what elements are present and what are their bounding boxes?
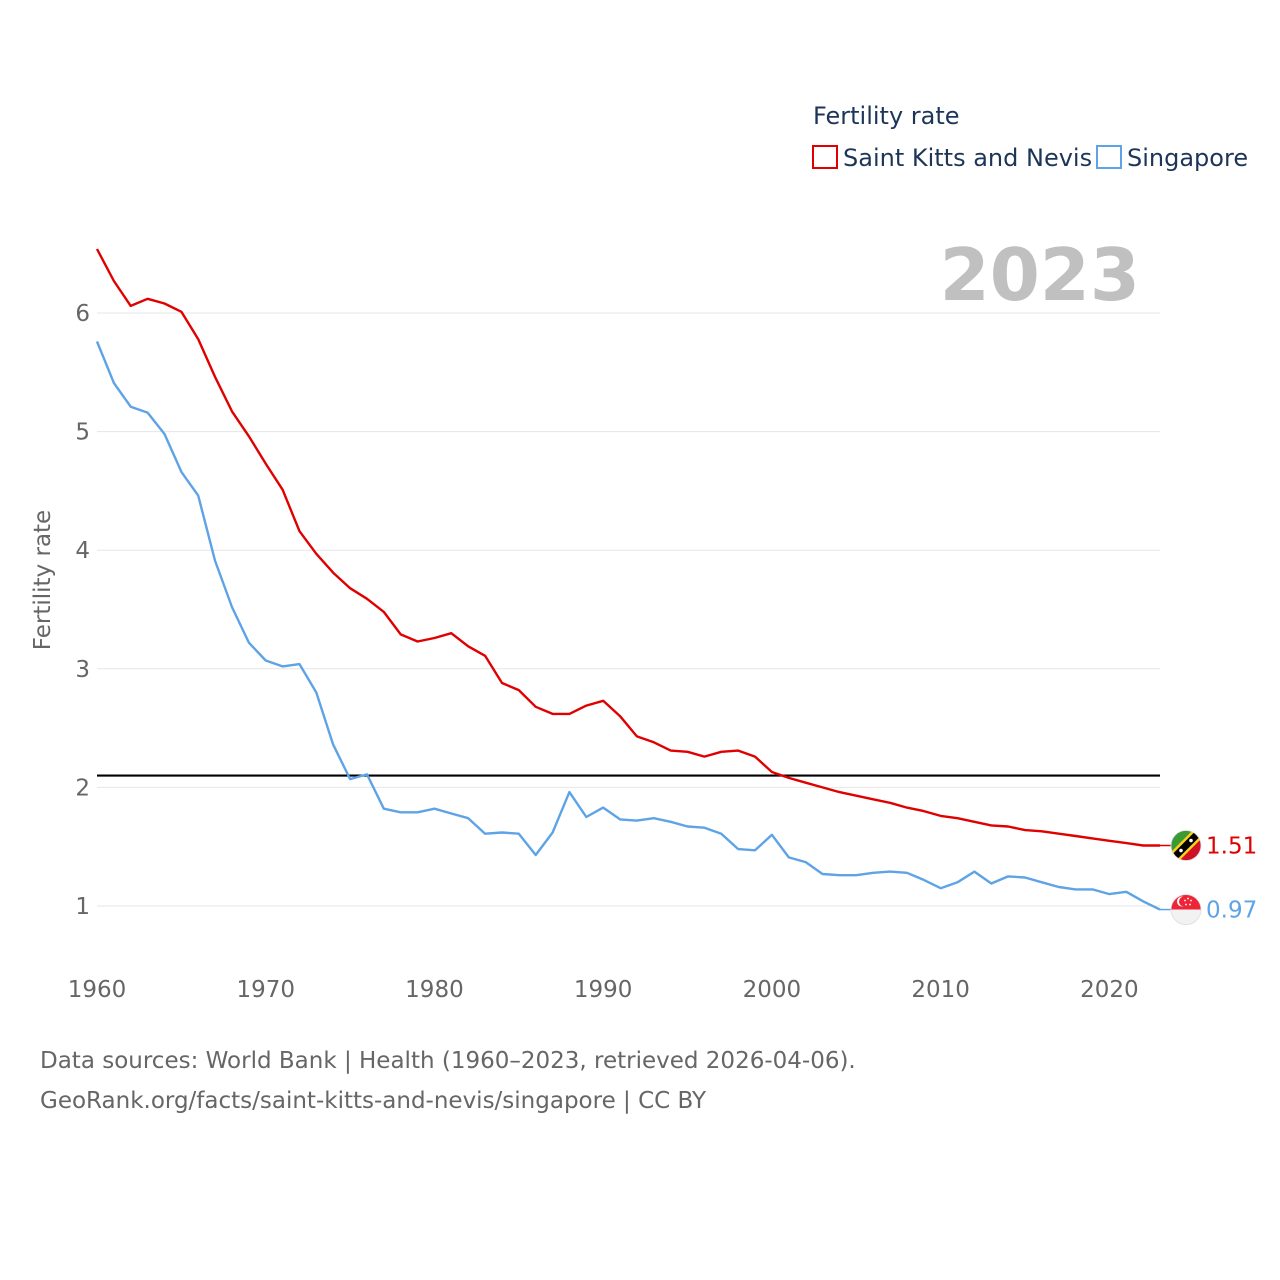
legend-swatch-saint-kitts-and-nevis <box>812 145 838 169</box>
end-label-saint-kitts-and-nevis: 1.51 <box>1206 834 1257 860</box>
legend: Fertility rate Saint Kitts and Nevis Sin… <box>812 102 1248 172</box>
x-tick-label-1970: 1970 <box>236 977 295 1003</box>
series-line-saint-kitts-and-nevis <box>95 248 1160 847</box>
y-tick-label-1: 1 <box>75 894 90 920</box>
y-axis: 1 2 3 4 5 6 <box>75 301 90 920</box>
x-tick-label-2020: 2020 <box>1080 977 1139 1003</box>
year-label: 2023 <box>940 233 1140 317</box>
x-tick-label-1990: 1990 <box>574 977 633 1003</box>
y-axis-title: Fertility rate <box>30 510 56 650</box>
y-tick-label-6: 6 <box>75 301 90 327</box>
end-labels: 1.51 0.97 <box>1160 830 1257 925</box>
series-lines <box>95 248 1161 911</box>
series-line-singapore <box>95 341 1161 911</box>
legend-label-singapore: Singapore <box>1127 144 1248 172</box>
singapore-flag-icon <box>1170 894 1202 925</box>
end-label-singapore: 0.97 <box>1206 898 1257 924</box>
saint-kitts-and-nevis-flag-icon <box>1170 830 1202 861</box>
y-tick-label-3: 3 <box>75 657 90 683</box>
legend-label-saint-kitts-and-nevis: Saint Kitts and Nevis <box>843 144 1092 172</box>
y-tick-label-2: 2 <box>75 775 90 801</box>
grid <box>97 312 1160 907</box>
y-tick-label-4: 4 <box>75 538 90 564</box>
x-tick-label-1980: 1980 <box>405 977 464 1003</box>
x-axis: 1960 1970 1980 1990 2000 2010 2020 <box>68 977 1139 1003</box>
legend-swatch-singapore <box>1096 145 1122 169</box>
legend-item-singapore[interactable]: Singapore <box>1096 144 1248 172</box>
legend-item-saint-kitts-and-nevis[interactable]: Saint Kitts and Nevis <box>812 144 1092 172</box>
x-tick-label-2010: 2010 <box>911 977 970 1003</box>
y-tick-label-5: 5 <box>75 420 90 446</box>
x-tick-label-2000: 2000 <box>743 977 802 1003</box>
x-tick-label-1960: 1960 <box>68 977 127 1003</box>
legend-title: Fertility rate <box>813 102 960 130</box>
data-source-text: Data sources: World Bank | Health (1960–… <box>40 1048 856 1074</box>
source-url-text[interactable]: GeoRank.org/facts/saint-kitts-and-nevis/… <box>40 1088 707 1114</box>
